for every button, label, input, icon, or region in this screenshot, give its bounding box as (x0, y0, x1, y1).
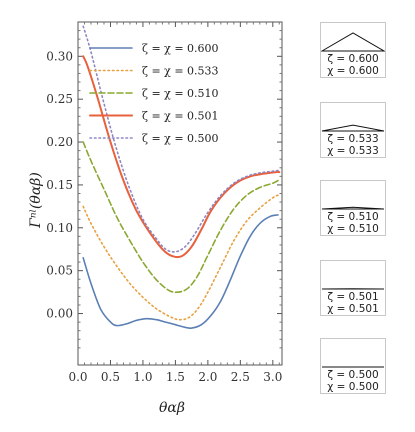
x-tick-label: 2.5 (231, 370, 250, 384)
panel-zeta-label: ζ = 0.533 (327, 133, 379, 145)
x-tick-label: 0.5 (101, 370, 120, 384)
x-tick-label: 1.0 (133, 370, 152, 384)
x-tick-label: 3.0 (263, 370, 282, 384)
panel-zeta-label: ζ = 0.501 (327, 291, 379, 303)
side-panel-2: ζ = 0.510 χ = 0.510 (320, 180, 386, 236)
x-tick-label: 0.0 (68, 370, 87, 384)
triangle-shape (321, 124, 385, 132)
panel-chi-label: χ = 0.500 (327, 381, 379, 393)
panel-zeta-label: ζ = 0.600 (327, 53, 379, 65)
side-panel-3: ζ = 0.501 χ = 0.501 (320, 260, 386, 316)
side-panel-0: ζ = 0.600 χ = 0.600 (320, 22, 386, 78)
y-tick-label: 0.05 (46, 264, 73, 278)
triangle-outline (321, 206, 385, 210)
series-line-1 (82, 194, 279, 321)
triangle-outline (321, 32, 385, 52)
triangle-shape (321, 32, 385, 52)
y-axis-label: Γⁿˡ(θαβ) (28, 172, 44, 229)
y-tick-label: 0.25 (46, 92, 73, 106)
triangle-shape (321, 288, 385, 290)
side-panel-4: ζ = 0.500 χ = 0.500 (320, 338, 386, 394)
y-tick-label: 0.15 (46, 178, 73, 192)
series-line-2 (82, 141, 279, 294)
panel-zeta-label: ζ = 0.500 (327, 369, 379, 381)
y-tick-label: 0.30 (46, 49, 73, 63)
triangle-outline (321, 124, 385, 132)
series-line-0 (82, 214, 279, 330)
panel-zeta-label: ζ = 0.510 (327, 211, 379, 223)
panel-chi-label: χ = 0.600 (327, 65, 379, 77)
legend: ζ = χ = 0.600 ζ = χ = 0.533 ζ = χ = 0.510 ζ… (89, 42, 219, 145)
axes: 0.0 0.5 1.0 1.5 2.0 2.5 3.0 0.00 0.05 0.10 0.15 0.2… (46, 21, 283, 384)
y-tick-label: 0.20 (46, 135, 73, 149)
y-tick-label: 0.00 (46, 307, 73, 321)
series-line-3 (82, 55, 281, 259)
legend-label-2: ζ = χ = 0.510 (142, 87, 219, 100)
panel-chi-label: χ = 0.501 (327, 303, 379, 315)
panel-chi-label: χ = 0.510 (327, 223, 379, 235)
triangle-shape (321, 206, 385, 210)
legend-label-3: ζ = χ = 0.501 (142, 110, 219, 123)
series-line-4 (82, 25, 281, 253)
legend-label-0: ζ = χ = 0.600 (142, 42, 219, 55)
x-tick-label: 2.0 (198, 370, 217, 384)
triangle-shape (322, 366, 384, 368)
legend-label-1: ζ = χ = 0.533 (142, 65, 219, 78)
series-layer (82, 25, 281, 330)
side-panel-1: ζ = 0.533 χ = 0.533 (320, 102, 386, 158)
x-tick-label: 1.5 (166, 370, 185, 384)
legend-label-4: ζ = χ = 0.500 (142, 132, 219, 145)
x-axis-label: θαβ (159, 400, 185, 416)
panel-chi-label: χ = 0.533 (327, 145, 379, 157)
y-tick-label: 0.10 (46, 221, 73, 235)
